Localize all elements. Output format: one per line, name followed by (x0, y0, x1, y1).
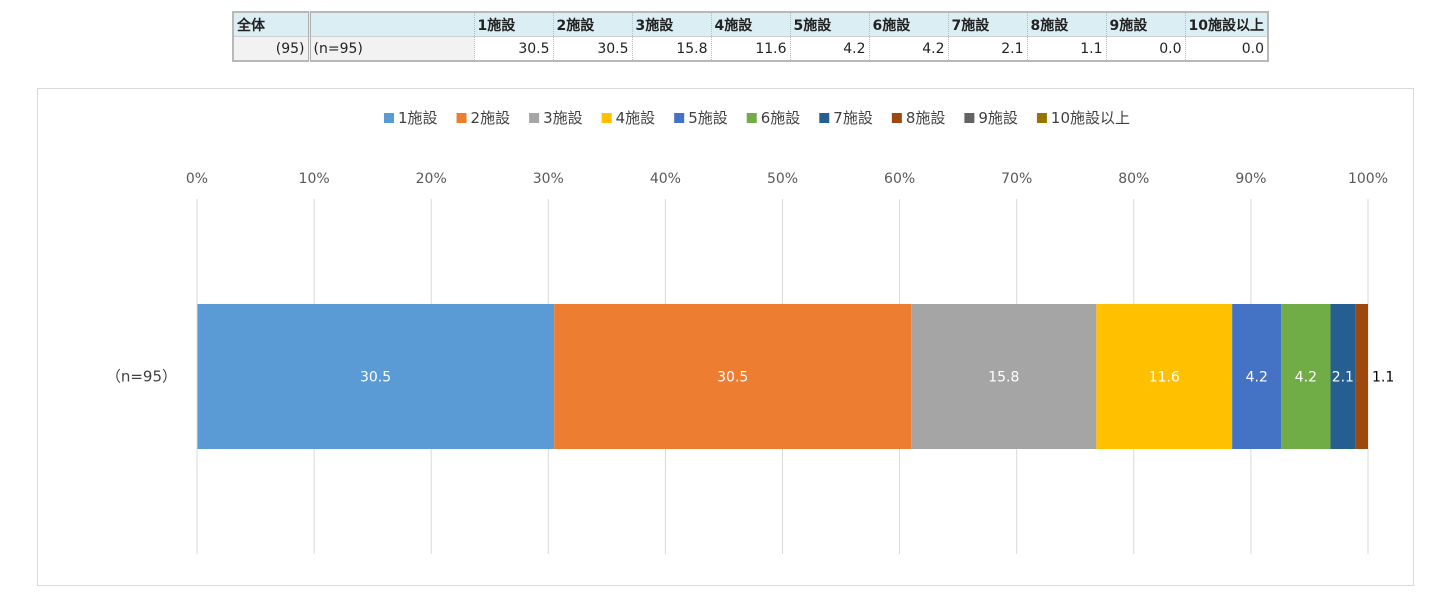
table-header-row: 全体 1施設 2施設 3施設 4施設 5施設 6施設 7施設 8施設 9施設 1… (233, 12, 1268, 37)
legend-label: 8施設 (906, 109, 946, 127)
x-tick-label: 60% (884, 171, 915, 187)
legend-swatch (819, 113, 830, 123)
x-tick-label: 50% (767, 171, 798, 187)
data-label: 1.1 (1372, 370, 1394, 386)
data-label: 30.5 (717, 370, 748, 386)
table-value-cell: 1.1 (1026, 36, 1106, 61)
data-label: 4.2 (1246, 370, 1268, 386)
bar-segment (1281, 304, 1331, 449)
legend-label: 3施設 (543, 109, 583, 127)
bar-segment (911, 304, 1097, 449)
legend: 1施設 2施設 3施設 4施設 5施設 6施設 7施設 8施設 9施設 10施設以上 (384, 109, 1130, 127)
bar-segments: 30.5 30.5 15.8 11.6 4.2 4.2 2.1 1.1 (197, 304, 1394, 449)
table-value-cell: 4.2 (868, 36, 948, 61)
table-value-cell: 0.0 (1105, 36, 1185, 61)
table-row-label: (n=95) (308, 36, 474, 61)
legend-swatch (384, 113, 394, 123)
table-header-cell: 9施設 (1105, 12, 1185, 37)
legend-swatch (891, 113, 902, 123)
data-label: 11.6 (1149, 370, 1180, 386)
legend-swatch (746, 113, 757, 123)
table-value-cell: 30.5 (473, 36, 553, 61)
x-tick-label: 20% (416, 171, 447, 187)
legend-label: 1施設 (398, 109, 438, 127)
legend-swatch (601, 113, 612, 123)
x-tick-label: 100% (1348, 171, 1388, 187)
bar-segment (1096, 304, 1233, 449)
x-tick-label: 30% (533, 171, 564, 187)
table-row: (95) (n=95) 30.5 30.5 15.8 11.6 4.2 4.2 … (233, 36, 1268, 61)
table-header-cell: 5施設 (789, 12, 869, 37)
table-group-count: (95) (233, 36, 311, 61)
data-label: 30.5 (360, 370, 391, 386)
legend-swatch (674, 113, 685, 123)
table-header-cell: 4施設 (710, 12, 790, 37)
legend-swatch (456, 113, 467, 123)
legend-label: 10施設以上 (1051, 109, 1130, 127)
legend-swatch (964, 113, 975, 123)
legend-label: 5施設 (688, 109, 728, 127)
table-value-cell: 30.5 (552, 36, 632, 61)
bar-segment (1355, 304, 1368, 449)
category-axis: （n=95） (106, 199, 198, 554)
legend-label: 6施設 (761, 109, 801, 127)
legend-swatch (529, 113, 540, 123)
table-header-cell: 10施設以上 (1184, 12, 1268, 37)
x-tick-label: 90% (1235, 171, 1266, 187)
bar-segment (1330, 304, 1356, 449)
table-value-cell: 2.1 (947, 36, 1027, 61)
table-header-cell: 8施設 (1026, 12, 1106, 37)
table-header-cell: 1施設 (473, 12, 553, 37)
bar-segment (554, 304, 912, 449)
category-label: （n=95） (106, 368, 177, 386)
data-label: 4.2 (1295, 370, 1317, 386)
data-table: 全体 1施設 2施設 3施設 4施設 5施設 6施設 7施設 8施設 9施設 1… (232, 11, 1269, 62)
legend-label: 4施設 (616, 109, 656, 127)
legend-label: 2施設 (471, 109, 511, 127)
x-tick-label: 0% (186, 171, 208, 187)
data-label: 2.1 (1332, 370, 1354, 386)
legend-swatch (1036, 113, 1047, 123)
table-value-cell: 11.6 (710, 36, 790, 61)
table-value-cell: 4.2 (789, 36, 869, 61)
x-tick-label: 80% (1118, 171, 1149, 187)
stacked-bar-chart: 0% 10% 20% 30% 40% 50% 60% 70% 80% 90% 100% 1施設 2施設… (106, 109, 1394, 554)
x-axis-ticks: 0% 10% 20% 30% 40% 50% 60% 70% 80% 90% 100% (186, 171, 1388, 187)
table-value-cell: 15.8 (631, 36, 711, 61)
table-header-cell: 2施設 (552, 12, 632, 37)
bar-segment (1232, 304, 1282, 449)
table-header-cell: 7施設 (947, 12, 1027, 37)
table-value-cell: 0.0 (1184, 36, 1268, 61)
x-tick-label: 40% (650, 171, 681, 187)
x-tick-label: 10% (299, 171, 330, 187)
chart-area: 0% 10% 20% 30% 40% 50% 60% 70% 80% 90% 100% 1施設 2施設… (37, 88, 1414, 586)
data-label: 15.8 (988, 370, 1019, 386)
legend-label: 7施設 (833, 109, 873, 127)
table-header-blank (308, 12, 474, 37)
bar-segment (197, 304, 555, 449)
table-corner-label: 全体 (233, 12, 311, 37)
legend-label: 9施設 (978, 109, 1018, 127)
table-header-cell: 6施設 (868, 12, 948, 37)
x-tick-label: 70% (1001, 171, 1032, 187)
table-header-cell: 3施設 (631, 12, 711, 37)
